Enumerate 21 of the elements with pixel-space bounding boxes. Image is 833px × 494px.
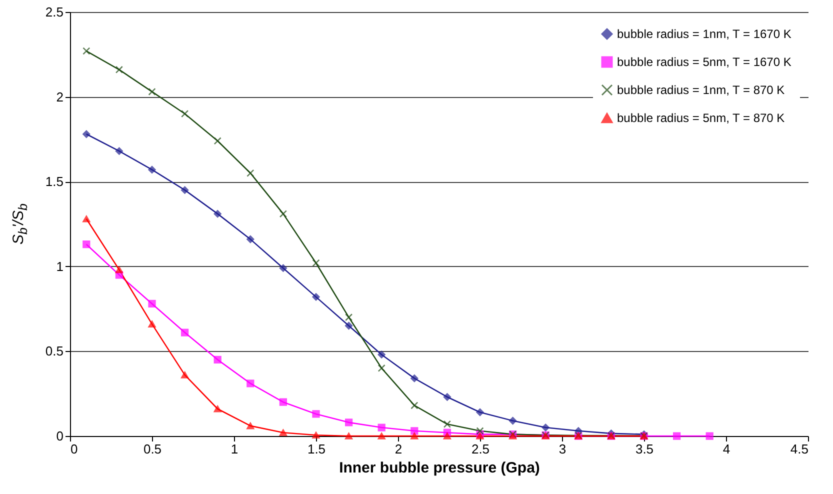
y-tick-label: 1 <box>56 258 64 274</box>
x-tick-label: 2 <box>394 442 402 456</box>
y-tick-label: 0.5 <box>45 344 64 359</box>
x-tick-label: 1 <box>230 442 238 456</box>
legend-label: bubble radius = 1nm, T = 870 K <box>617 83 785 97</box>
x-tick-label: 0.5 <box>143 442 162 456</box>
x-tick-label: 3.5 <box>635 442 654 456</box>
x-tick-label: 4.5 <box>790 442 808 456</box>
x-tick-label: 1.5 <box>307 442 326 456</box>
x-tick-label: 0 <box>70 442 78 456</box>
y-tick-label: 0 <box>56 428 64 444</box>
x-tick-label: 4 <box>722 442 730 456</box>
legend-label: bubble radius = 1nm, T = 1670 K <box>617 27 792 41</box>
legend-label: bubble radius = 5nm, T = 870 K <box>617 111 785 125</box>
x-tick-label: 2.5 <box>471 442 490 456</box>
legend-label: bubble radius = 5nm, T = 1670 K <box>617 55 792 69</box>
x-axis-title: Inner bubble pressure (Gpa) <box>339 460 540 476</box>
y-tick-label: 2 <box>56 89 64 104</box>
y-tick-label: 1.5 <box>45 174 64 190</box>
y-tick-label: 2.5 <box>45 4 64 20</box>
x-tick-label: 3 <box>558 442 566 456</box>
